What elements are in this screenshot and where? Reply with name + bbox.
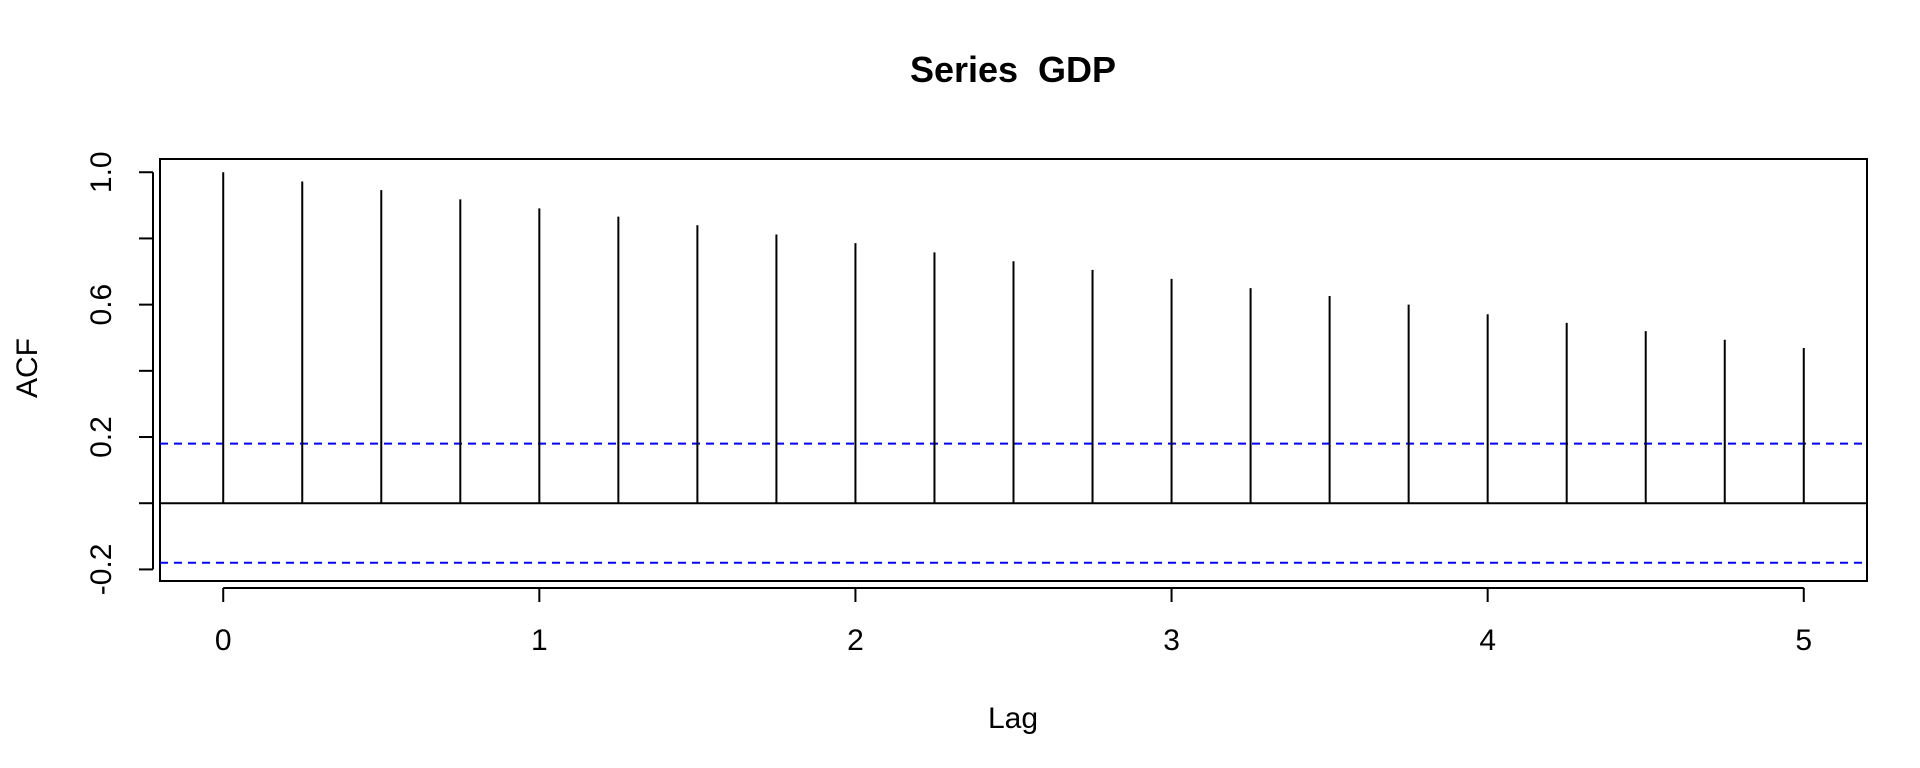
x-tick-label-3: 3 [1163, 624, 1180, 657]
y-axis-label: ACF [11, 338, 44, 398]
x-axis-label: Lag [988, 702, 1038, 735]
plot-layer: 0 1 2 3 4 5 -0.2 0.2 0.6 1.0 [85, 151, 1867, 657]
chart-title: Series GDP [910, 49, 1116, 90]
x-tick-label-4: 4 [1479, 624, 1496, 657]
x-tick-label-1: 1 [531, 624, 548, 657]
y-tick-label-2: 0.2 [85, 416, 118, 458]
y-tick-label-0: -0.2 [85, 544, 118, 596]
x-tick-label-2: 2 [847, 624, 864, 657]
x-tick-label-5: 5 [1795, 624, 1812, 657]
plot-box [159, 158, 1868, 582]
x-tick-label-0: 0 [215, 624, 232, 657]
y-tick-label-6: 1.0 [85, 151, 118, 193]
y-tick-label-4: 0.6 [85, 284, 118, 326]
